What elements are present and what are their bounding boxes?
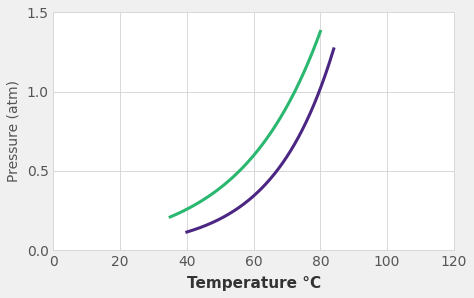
- X-axis label: Temperature °C: Temperature °C: [187, 276, 321, 291]
- Y-axis label: Pressure (atm): Pressure (atm): [7, 80, 21, 182]
